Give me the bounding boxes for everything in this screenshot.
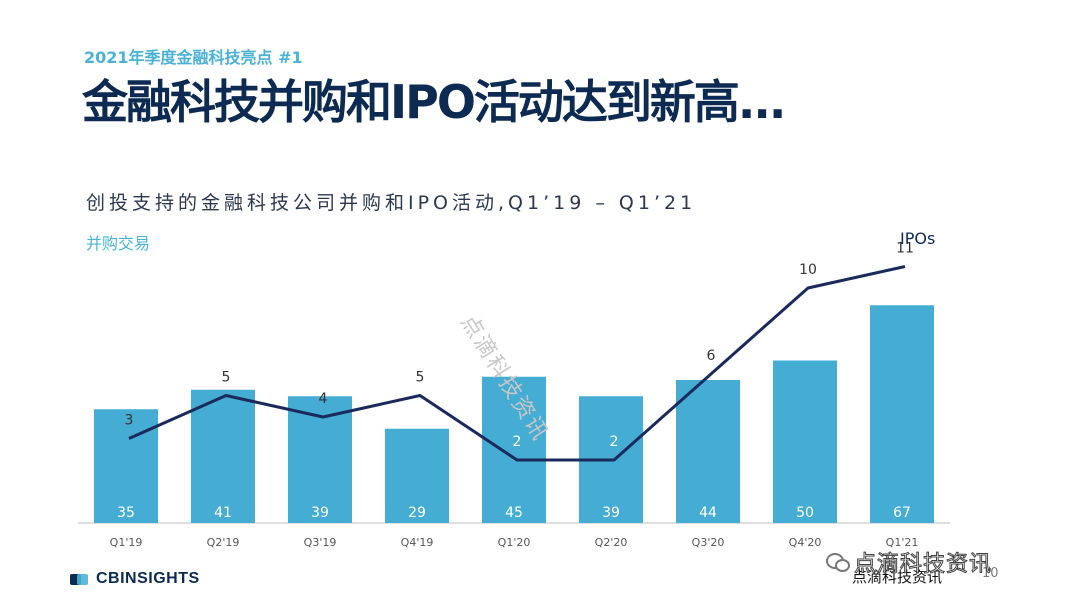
ipo-value-label: 4 bbox=[319, 391, 328, 407]
x-tick-label: Q1'21 bbox=[886, 536, 919, 549]
bar-value-label: 29 bbox=[408, 505, 426, 521]
bar bbox=[94, 409, 158, 523]
ipo-value-label: 11 bbox=[896, 241, 914, 257]
bar-value-label: 39 bbox=[311, 505, 329, 521]
bar bbox=[191, 389, 255, 523]
x-tick-label: Q3'20 bbox=[692, 536, 725, 549]
bar bbox=[773, 360, 837, 523]
x-tick-label: Q4'19 bbox=[401, 536, 434, 549]
source-watermark: 点滴科技资讯 bbox=[852, 568, 943, 586]
logo-text: CBINSIGHTS bbox=[96, 570, 200, 587]
bar bbox=[676, 380, 740, 523]
cb-logo-icon bbox=[70, 572, 90, 586]
bar-value-label: 45 bbox=[505, 505, 523, 521]
chart-title: 创投支持的金融科技公司并购和IPO活动,Q1’19 – Q1’21 bbox=[86, 192, 697, 214]
bar bbox=[385, 428, 449, 523]
bar bbox=[482, 376, 546, 523]
bar-value-label: 44 bbox=[699, 505, 717, 521]
ipo-value-label: 5 bbox=[222, 370, 231, 386]
x-tick-label: Q3'19 bbox=[304, 536, 337, 549]
ipo-value-label: 5 bbox=[416, 370, 425, 386]
cb-insights-logo: CBINSIGHTS bbox=[70, 568, 200, 590]
bar bbox=[870, 305, 934, 523]
ipo-line bbox=[128, 265, 906, 462]
bar-series-label: 并购交易 bbox=[86, 234, 151, 253]
ipo-value-label: 2 bbox=[610, 434, 619, 450]
x-tick-label: Q1'20 bbox=[498, 536, 531, 549]
line-series-label: IPOs bbox=[900, 229, 936, 248]
bar-value-label: 41 bbox=[214, 505, 232, 521]
wechat-badge: 点滴科技资讯 bbox=[826, 546, 992, 578]
x-tick-label: Q1'19 bbox=[110, 536, 143, 549]
bar-value-label: 50 bbox=[796, 505, 814, 521]
wechat-icon bbox=[826, 553, 850, 572]
bar-value-label: 39 bbox=[602, 505, 620, 521]
kicker-title: 2021年季度金融科技亮点 #1 bbox=[84, 48, 303, 67]
page-number: 10 bbox=[982, 566, 999, 581]
ipo-value-label: 2 bbox=[513, 434, 522, 450]
ipo-value-label: 6 bbox=[707, 348, 716, 364]
x-tick-label: Q2'20 bbox=[595, 536, 628, 549]
bar-value-label: 35 bbox=[117, 505, 135, 521]
x-tick-label: Q2'19 bbox=[207, 536, 240, 549]
wechat-watermark-text: 点滴科技资讯 bbox=[853, 552, 993, 578]
ipo-value-label: 3 bbox=[125, 413, 134, 429]
bar-value-label: 67 bbox=[893, 505, 911, 521]
x-tick-label: Q4'20 bbox=[789, 536, 822, 549]
ipo-value-label: 10 bbox=[799, 262, 817, 278]
page-title: 金融科技并购和IPO活动达到新高... bbox=[82, 75, 786, 129]
